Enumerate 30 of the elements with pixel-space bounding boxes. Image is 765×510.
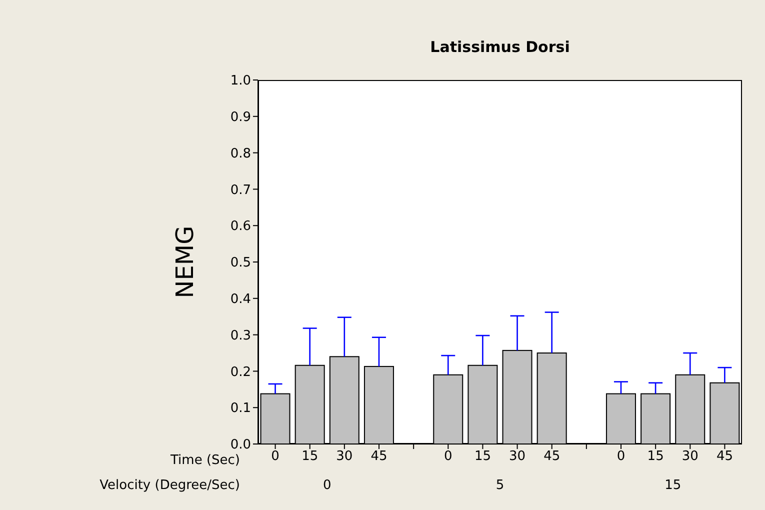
x-tick-label: 15 xyxy=(302,449,318,464)
x-tick-label: 0 xyxy=(444,449,452,464)
x-tick-label: 30 xyxy=(509,449,526,464)
x-tick-label: 30 xyxy=(336,449,353,464)
y-tick-label: 0.7 xyxy=(230,182,251,198)
x-tick-label: 0 xyxy=(271,449,280,464)
x-tick-label: 45 xyxy=(370,449,388,464)
x-tick-label: 15 xyxy=(647,449,664,464)
y-tick-label: 0.1 xyxy=(230,401,251,416)
x-tick-label: 15 xyxy=(474,449,491,464)
x-tick-label: 45 xyxy=(716,449,733,464)
y-tick-label: 0.0 xyxy=(230,438,251,453)
text: Velocity (Degree/Sec) xyxy=(100,478,240,493)
y-tick-label: 1.0 xyxy=(230,74,251,89)
text: 5 xyxy=(496,478,504,493)
y-tick-label: 0.6 xyxy=(230,219,251,234)
text: 0 xyxy=(323,478,332,493)
x-tick-label: 30 xyxy=(682,449,698,464)
y-tick-label: 0.4 xyxy=(230,292,251,308)
text: Time (Sec) xyxy=(170,453,240,468)
y-tick-label: 0.5 xyxy=(230,256,251,271)
chart-title: Latissimus Dorsi xyxy=(429,38,571,56)
y-tick-label: 0.9 xyxy=(230,110,251,126)
x-tick-label: 45 xyxy=(544,449,560,464)
text: 15 xyxy=(664,478,682,493)
y-tick-label: 0.3 xyxy=(230,328,251,344)
y-axis-title: NEMG xyxy=(171,226,199,298)
x-tick-label: 0 xyxy=(616,449,626,464)
y-tick-label: 0.2 xyxy=(230,364,251,380)
y-tick-label: 0.8 xyxy=(230,146,251,162)
